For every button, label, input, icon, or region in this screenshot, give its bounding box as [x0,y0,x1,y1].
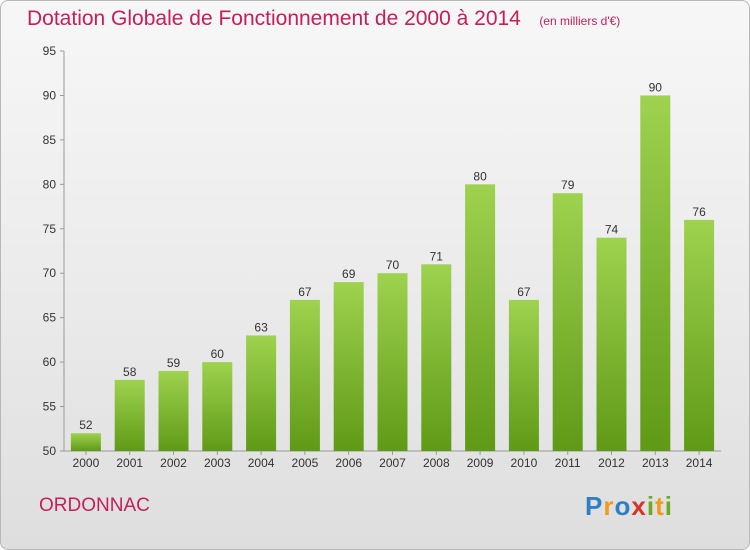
bar-2005 [289,299,320,451]
x-tick-label: 2005 [292,456,319,470]
x-tick-label: 2010 [511,456,538,470]
y-tick-label: 75 [43,222,57,236]
y-tick-label: 60 [43,355,57,369]
y-tick-label: 70 [43,266,57,280]
x-tick-label: 2014 [686,456,713,470]
bar-2009 [465,184,496,452]
x-tick-label: 2001 [116,456,143,470]
bar-2000 [70,433,101,451]
x-tick-label: 2011 [555,456,581,470]
bar-value-label: 63 [254,320,268,334]
x-tick-label: 2012 [598,456,625,470]
bar-2003 [202,362,233,451]
bar-value-label: 52 [79,418,93,432]
bar-2014 [684,219,715,451]
bar-2006 [333,282,364,451]
y-tick-label: 55 [43,400,57,414]
bar-value-label: 71 [430,249,444,263]
bar-value-label: 60 [211,347,225,361]
bar-value-label: 69 [342,267,356,281]
bar-2010 [508,299,539,451]
x-tick-label: 2007 [379,456,406,470]
x-tick-label: 2003 [204,456,231,470]
x-tick-label: 2004 [248,456,275,470]
x-tick-label: 2013 [642,456,669,470]
y-tick-label: 50 [43,444,57,458]
y-tick-label: 90 [43,88,57,102]
bar-2007 [377,273,408,451]
bar-value-label: 90 [649,80,663,94]
x-tick-label: 2006 [335,456,362,470]
bar-value-label: 74 [605,223,619,237]
bar-2001 [114,379,145,451]
bar-value-label: 67 [517,285,531,299]
bar-value-label: 59 [167,356,181,370]
bar-2008 [421,264,452,451]
bar-2012 [596,237,627,451]
chart-title-text: Dotation Globale de Fonctionnement de 20… [27,7,521,30]
y-tick-label: 85 [43,133,57,147]
y-tick-label: 65 [43,311,57,325]
commune-name: ORDONNAC [39,495,150,516]
chart-unit: (en milliers d'€) [539,14,621,28]
bar-2011 [552,193,583,451]
bar-value-label: 67 [298,285,312,299]
proxiti-logo: Proxiti [585,491,673,521]
bar-value-label: 80 [473,169,487,183]
bar-2004 [246,335,277,451]
bar-2002 [158,371,189,451]
bar-2013 [640,95,671,451]
x-tick-label: 2008 [423,456,450,470]
y-tick-label: 95 [43,44,57,58]
bar-value-label: 70 [386,258,400,272]
x-tick-label: 2000 [73,456,100,470]
chart-title: Dotation Globale de Fonctionnement de 20… [27,7,620,31]
x-tick-label: 2002 [160,456,187,470]
bar-value-label: 79 [561,178,575,192]
y-tick-label: 80 [43,177,57,191]
bar-value-label: 58 [123,365,137,379]
bar-value-label: 76 [692,205,706,219]
x-tick-label: 2009 [467,456,494,470]
